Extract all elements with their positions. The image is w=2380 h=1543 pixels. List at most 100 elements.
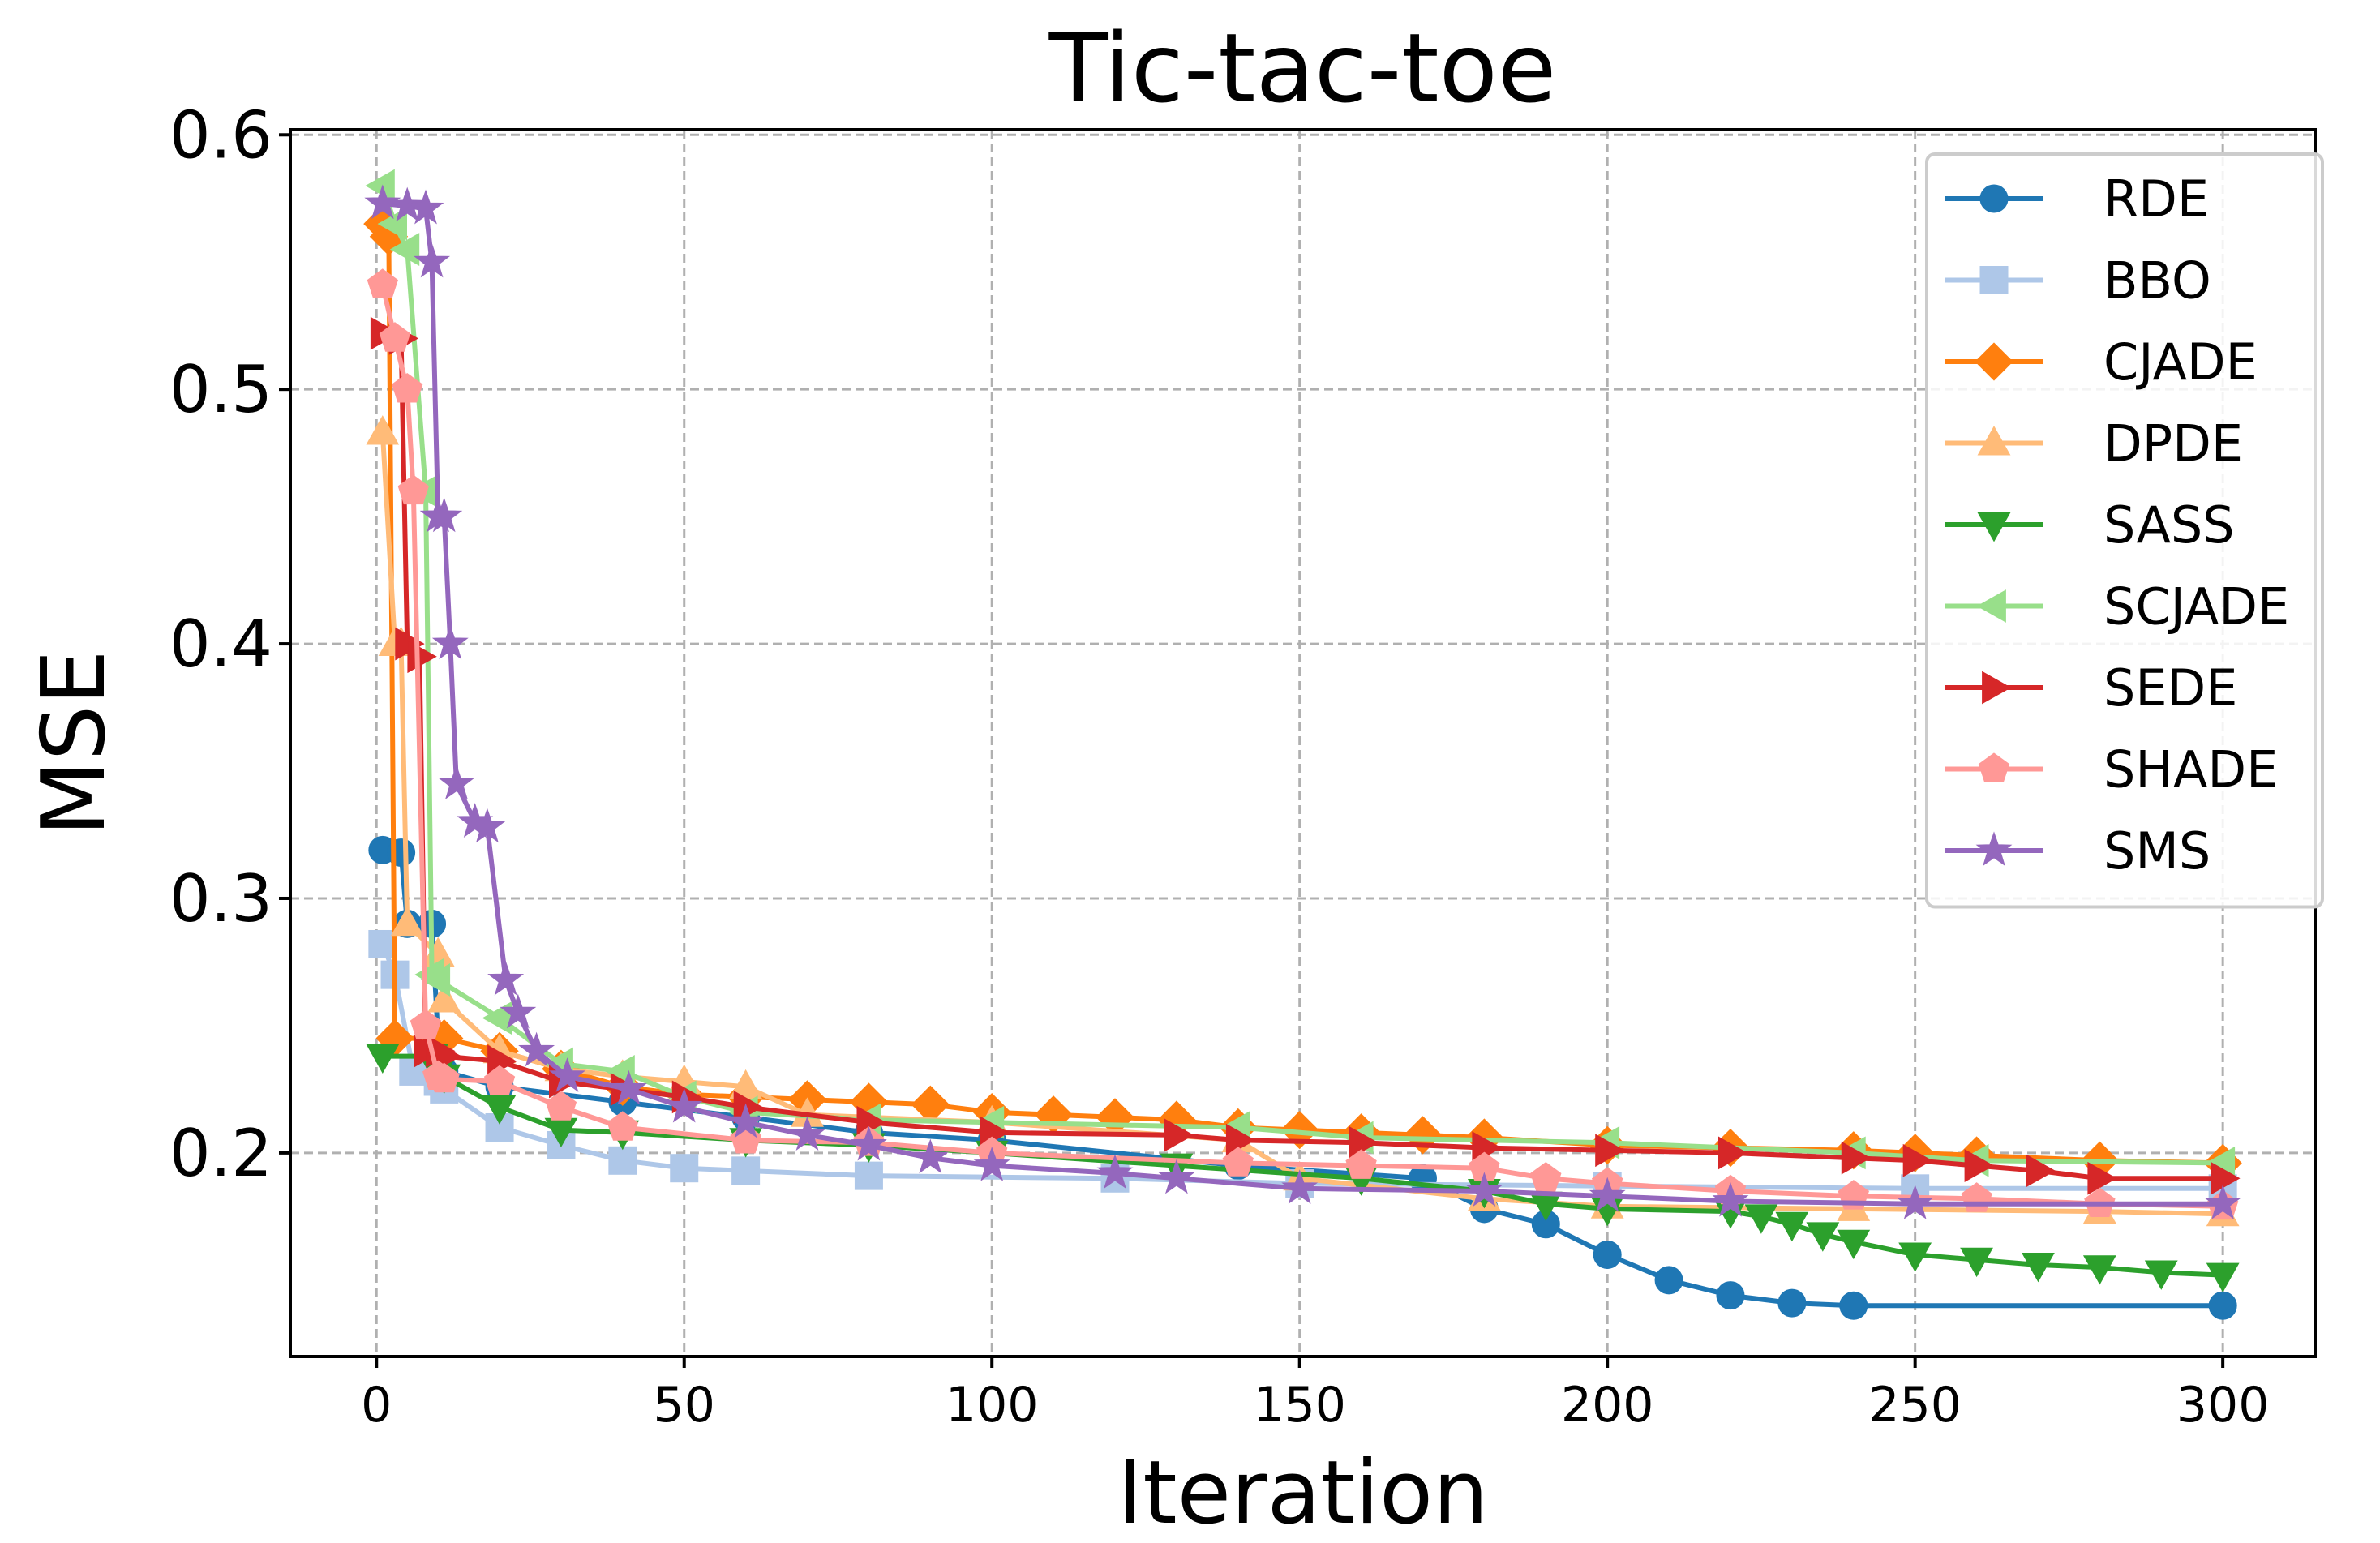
- data-point-sass: [1775, 1211, 1809, 1242]
- data-point-sms: [438, 765, 475, 799]
- data-point-sms: [1589, 1177, 1626, 1212]
- data-point-sede: [1841, 1141, 1872, 1175]
- data-point-sms: [666, 1087, 703, 1123]
- data-point-shade: [367, 268, 398, 298]
- legend-marker: [1979, 266, 2009, 294]
- data-point-sms: [850, 1125, 887, 1161]
- data-point-sass: [1806, 1222, 1840, 1252]
- legend-marker: [1976, 589, 2006, 623]
- legend-marker: [1982, 671, 2012, 705]
- legend-label: DPDE: [2103, 414, 2243, 474]
- legend-item-sass: SASS: [1945, 495, 2235, 555]
- data-point-sass: [2206, 1262, 2240, 1293]
- data-point-sms: [973, 1146, 1010, 1181]
- data-point-sms: [727, 1103, 765, 1138]
- data-point-sms: [789, 1116, 826, 1151]
- data-point-shade: [607, 1111, 638, 1141]
- data-point-sede: [1164, 1118, 1194, 1152]
- y-axis-label: MSE: [24, 650, 125, 837]
- legend-label: CJADE: [2103, 332, 2258, 392]
- x-tick-label: 0: [361, 1377, 392, 1434]
- data-point-sms: [364, 184, 401, 220]
- legend: RDE BBO CJADE DPDE SASS SCJADE SEDE SHADE SMS: [1925, 152, 2324, 909]
- data-point-sass: [2144, 1260, 2178, 1290]
- legend-marker: [1977, 512, 2011, 542]
- data-point-sms: [1281, 1169, 1319, 1204]
- legend-label: RDE: [2103, 169, 2209, 229]
- legend-marker: [1975, 831, 2013, 867]
- legend-item-bbo: BBO: [1945, 251, 2211, 311]
- data-point-scjade: [420, 963, 451, 997]
- data-point-scjade: [389, 233, 420, 266]
- legend-label: SHADE: [2103, 740, 2278, 799]
- y-axis: 0.2 0.3 0.4 0.5 0.6: [169, 97, 290, 1191]
- legend-item-sede: SEDE: [1945, 658, 2237, 718]
- y-tick-label: 0.3: [169, 861, 272, 937]
- data-point-sede: [1595, 1134, 1625, 1168]
- x-axis: 0 50 100 150 200 250 300: [361, 1357, 2269, 1434]
- data-point-bbo: [854, 1161, 883, 1190]
- series-layer: [363, 169, 2242, 1320]
- data-point-rde: [1654, 1266, 1683, 1295]
- data-point-sms: [500, 993, 537, 1029]
- y-tick-label: 0.2: [169, 1116, 272, 1191]
- legend-item-shade: SHADE: [1945, 740, 2278, 799]
- x-tick-label: 300: [2176, 1377, 2270, 1434]
- data-point-sass: [366, 1044, 400, 1074]
- y-tick-label: 0.4: [169, 606, 272, 682]
- data-point-sms: [518, 1031, 555, 1067]
- legend-label: BBO: [2103, 251, 2211, 311]
- data-point-dpde: [366, 415, 400, 445]
- data-point-sass: [1837, 1229, 1871, 1260]
- legend-item-scjade: SCJADE: [1945, 577, 2289, 636]
- data-point-sass: [2022, 1253, 2055, 1283]
- data-point-sms: [431, 624, 469, 660]
- legend-item-rde: RDE: [1945, 169, 2209, 229]
- data-point-sede: [1902, 1143, 1933, 1177]
- legend-marker: [1977, 426, 2011, 456]
- data-point-sass: [1960, 1247, 1993, 1278]
- data-point-shade: [392, 372, 423, 403]
- data-point-sms: [407, 189, 444, 225]
- data-point-bbo: [608, 1146, 637, 1175]
- data-point-bbo: [731, 1156, 761, 1185]
- data-point-sms: [1158, 1159, 1195, 1194]
- x-tick-label: 200: [1561, 1377, 1654, 1434]
- data-point-sms: [487, 960, 525, 996]
- x-tick-label: 250: [1868, 1377, 1962, 1434]
- data-point-shade: [545, 1091, 577, 1121]
- data-point-sede: [1349, 1125, 1379, 1159]
- legend-label: SEDE: [2103, 658, 2237, 718]
- data-point-rde: [1716, 1281, 1745, 1310]
- data-point-sede: [2211, 1161, 2241, 1195]
- legend-marker: [1975, 342, 2013, 381]
- data-point-shade: [379, 322, 411, 352]
- data-point-sms: [426, 497, 463, 533]
- data-point-dpde: [427, 983, 461, 1013]
- data-point-sms: [610, 1069, 647, 1105]
- data-point-sede: [1964, 1149, 1995, 1182]
- series-sms: [364, 184, 2241, 1219]
- legend-item-sms: SMS: [1945, 821, 2211, 881]
- data-point-sass: [1898, 1242, 1932, 1272]
- data-point-rde: [2208, 1291, 2237, 1320]
- data-point-shade: [483, 1065, 516, 1095]
- legend-label: SMS: [2103, 821, 2211, 881]
- data-point-sms: [549, 1057, 586, 1092]
- data-point-sms: [1465, 1172, 1503, 1207]
- data-point-sms: [1712, 1181, 1749, 1217]
- data-point-sass: [1744, 1204, 1778, 1234]
- data-point-sms: [414, 242, 451, 278]
- data-point-shade: [428, 1062, 460, 1093]
- data-point-sms: [469, 808, 506, 843]
- data-point-shade: [1222, 1147, 1254, 1177]
- data-point-sede: [1718, 1136, 1748, 1170]
- legend-item-cjade: CJADE: [1945, 332, 2258, 392]
- data-point-sede: [1225, 1123, 1256, 1157]
- data-point-rde: [1593, 1240, 1622, 1269]
- y-tick-label: 0.5: [169, 352, 272, 427]
- data-point-sass: [2082, 1255, 2116, 1285]
- legend-marker: [1979, 184, 2009, 213]
- x-tick-label: 50: [654, 1377, 715, 1434]
